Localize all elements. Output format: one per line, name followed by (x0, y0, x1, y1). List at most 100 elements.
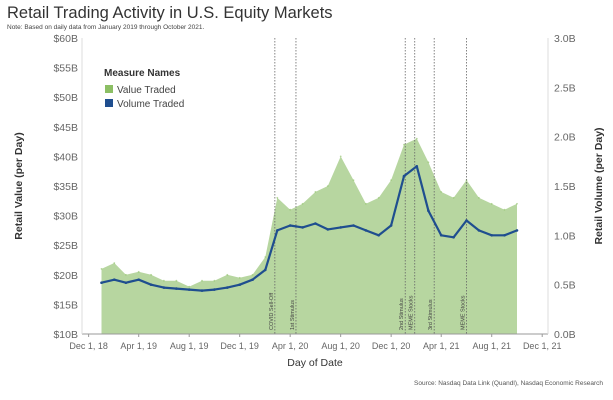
y-tick-left-label: $20B (53, 270, 78, 282)
volume-traded-point (503, 234, 506, 237)
value-traded-area (101, 138, 517, 334)
value-traded-point (478, 196, 480, 199)
y-tick-left-label: $30B (53, 211, 78, 223)
y-tick-left-label: $60B (53, 33, 78, 45)
value-traded-point (452, 196, 455, 199)
volume-traded-point (465, 219, 468, 222)
event-label: 3rd Stimulus (428, 299, 434, 330)
volume-traded-point (226, 286, 229, 289)
value-traded-point (503, 208, 506, 211)
volume-traded-point (200, 289, 204, 292)
volume-traded-point (439, 234, 443, 237)
value-traded-point (365, 202, 367, 205)
x-tick-label: Apr 1, 19 (120, 341, 157, 351)
volume-traded-point (187, 288, 191, 291)
value-traded-point (377, 196, 380, 199)
volume-traded-point (389, 224, 393, 227)
value-traded-point (264, 256, 267, 258)
event-label: MEME Stocks (409, 295, 415, 330)
y-tick-left-label: $50B (53, 92, 78, 104)
value-traded-point (403, 143, 405, 146)
y-tick-right-label: 3.0B (554, 33, 576, 45)
event-label: 1st Stimulus (290, 300, 296, 330)
axes-layer: $10B $15B $20B $25B $30B $35B $40B $45B $50B $55B… (13, 33, 605, 369)
volume-traded-point (213, 288, 216, 291)
x-tick-label: Dec 1, 19 (220, 341, 259, 351)
volume-traded-point (314, 222, 317, 225)
y-tick-left-label: $35B (53, 181, 78, 193)
volume-traded-point (377, 234, 381, 237)
x-tick-label: Aug 1, 20 (321, 341, 360, 351)
volume-traded-point (238, 283, 241, 287)
legend-swatch (105, 85, 113, 93)
value-traded-point (188, 285, 191, 288)
volume-traded-point (162, 286, 166, 289)
volume-traded-point (137, 278, 140, 282)
chart-source: Source: Nasdaq Data Link (Quandl), Nasda… (414, 380, 603, 387)
volume-traded-point (276, 229, 279, 232)
y-tick-right-label: 2.0B (554, 132, 576, 144)
chart-note: Note: Based on daily data from January 2… (7, 24, 205, 31)
y-tick-left-label: $55B (53, 63, 78, 75)
value-traded-point (113, 262, 116, 264)
value-traded-point (390, 179, 392, 182)
value-traded-point (276, 196, 279, 199)
value-traded-point (326, 185, 329, 187)
y-tick-left-label: $10B (53, 329, 78, 341)
x-tick-label: Apr 1, 21 (423, 341, 460, 351)
value-traded-point (301, 202, 304, 205)
legend-title: Measure Names (104, 68, 181, 79)
x-tick-label: Dec 1, 21 (523, 341, 562, 351)
value-traded-point (137, 270, 140, 273)
y-axis-right-title: Retail Volume (per Day) (593, 127, 605, 244)
legend-item-label: Volume Traded (117, 99, 184, 110)
legend-item-label: Value Traded (117, 85, 176, 96)
value-traded-point (314, 191, 317, 193)
x-axis-title: Day of Date (287, 357, 343, 369)
volume-traded-point (124, 281, 128, 285)
volume-traded-point (288, 224, 292, 227)
volume-traded-point (490, 234, 494, 237)
y-tick-right-label: 1.0B (554, 230, 576, 242)
volume-traded-point (452, 236, 455, 239)
value-traded-point (289, 208, 292, 211)
value-traded-point (339, 155, 342, 158)
event-label: 2nd Stimulus (399, 298, 405, 330)
legend-swatch (105, 99, 113, 107)
volume-traded-point (402, 174, 406, 178)
value-traded-point (226, 273, 229, 276)
volume-traded-point (175, 287, 178, 290)
value-area-layer (100, 137, 518, 334)
volume-traded-point (301, 226, 304, 229)
volume-traded-point (364, 229, 368, 232)
chart-title: Retail Trading Activity in U.S. Equity M… (7, 4, 333, 22)
y-tick-left-label: $25B (53, 240, 78, 252)
y-tick-right-label: 0.0B (554, 329, 576, 341)
volume-traded-point (477, 229, 481, 232)
event-lines-layer: COVID Sell-Off 1st Stimulus 2nd Stimulus ME… (269, 38, 467, 334)
volume-traded-point (251, 278, 254, 282)
value-traded-point (516, 202, 518, 205)
x-tick-label: Dec 1, 18 (69, 341, 108, 351)
volume-traded-point (415, 165, 419, 168)
value-traded-point (490, 202, 493, 205)
event-label: COVID Sell-Off (269, 292, 275, 330)
volume-traded-point (339, 226, 343, 229)
value-traded-point (125, 273, 127, 276)
value-traded-point (213, 279, 216, 282)
y-axis-left-title: Retail Value (per Day) (13, 132, 25, 239)
value-traded-point (415, 137, 418, 140)
y-tick-left-label: $40B (53, 151, 78, 163)
y-tick-right-label: 2.5B (554, 82, 576, 94)
y-tick-right-label: 1.5B (554, 181, 576, 193)
x-tick-label: Apr 1, 20 (272, 341, 309, 351)
x-tick-label: Dec 1, 20 (372, 341, 411, 351)
value-traded-point (150, 273, 153, 276)
volume-traded-point (264, 268, 267, 272)
volume-traded-point (100, 281, 103, 285)
value-traded-point (238, 276, 241, 279)
y-tick-right-label: 0.5B (554, 280, 576, 292)
value-traded-point (251, 273, 254, 276)
volume-traded-point (113, 278, 116, 282)
